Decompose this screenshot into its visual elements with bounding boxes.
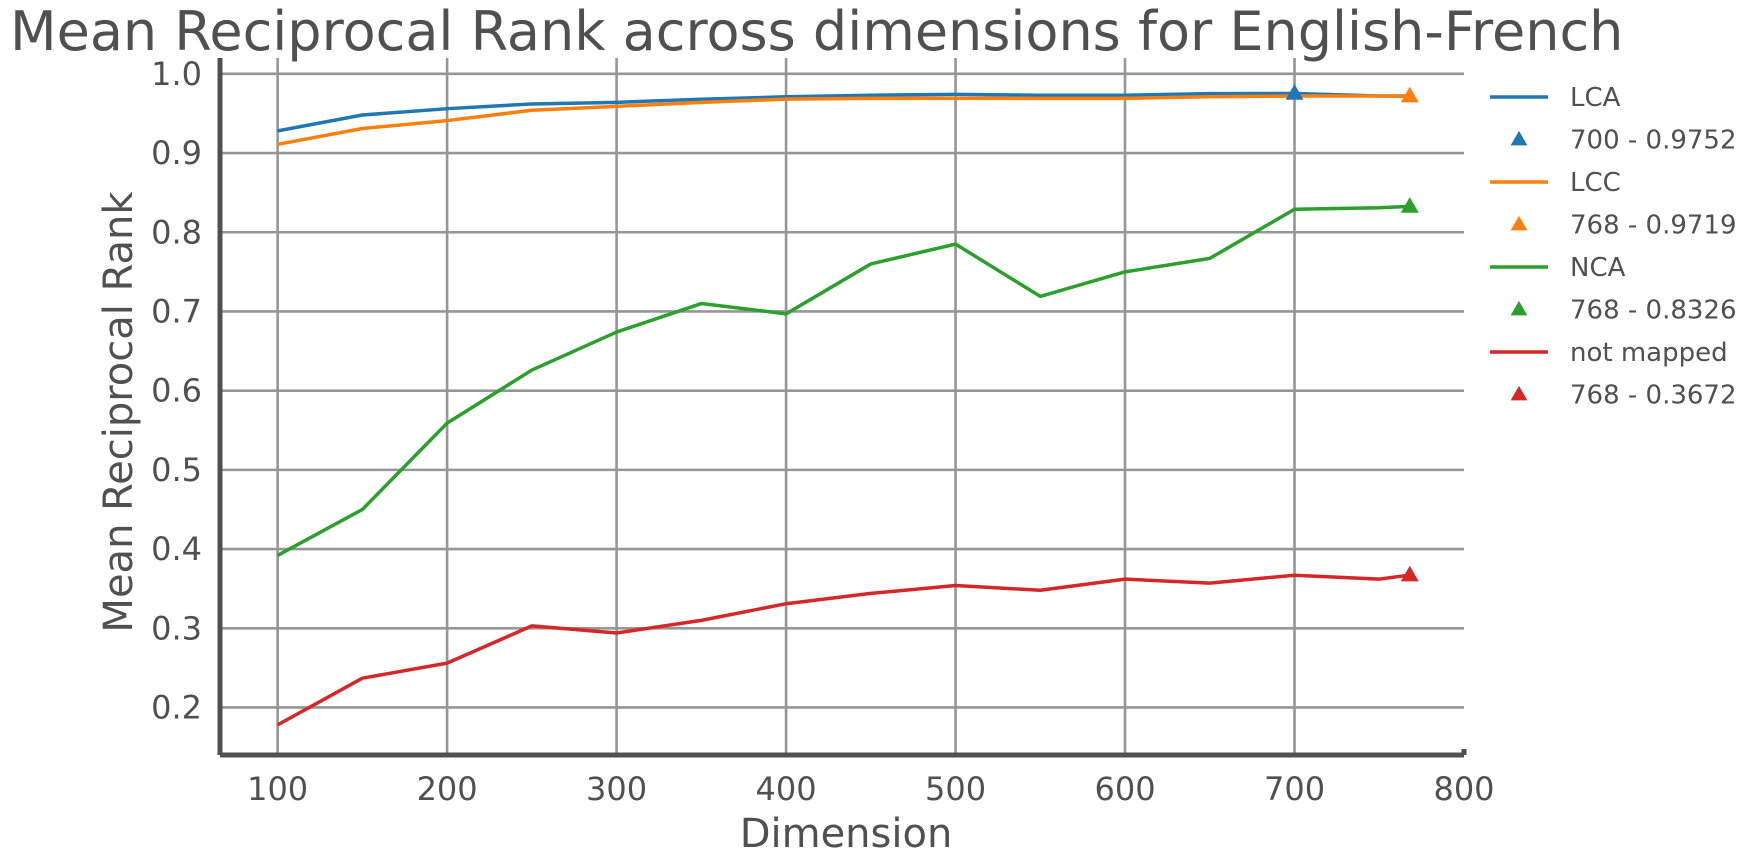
grid-lines	[220, 58, 1464, 755]
x-tick-label: 500	[925, 770, 986, 808]
y-axis-label: Mean Reciprocal Rank	[96, 191, 142, 633]
axes	[217, 58, 1467, 758]
y-tick-label: 1.0	[151, 55, 202, 93]
series-line-2	[276, 204, 1410, 557]
chart-title: Mean Reciprocal Rank across dimensions f…	[10, 0, 1623, 63]
series-line-1	[277, 94, 1410, 147]
legend-label-2: NCA	[1570, 253, 1626, 283]
legend-marker-label-1: 768 - 0.9719	[1570, 211, 1737, 241]
legend-marker-3	[1510, 385, 1528, 401]
legend-label-1: LCC	[1570, 168, 1621, 198]
y-tick-label: 0.6	[151, 372, 202, 410]
legend-marker-label-2: 768 - 0.8326	[1570, 296, 1737, 326]
x-tick-label: 300	[586, 770, 647, 808]
y-tick-label: 0.4	[151, 530, 202, 568]
y-tick-label: 0.2	[151, 688, 202, 726]
tick-labels: 100 200 300 400 500 600 700 800 0.2 0.3 0.4 0.5 0.6 0…	[151, 55, 1494, 808]
legend-marker-1	[1510, 215, 1528, 231]
y-tick-label: 0.5	[151, 451, 202, 489]
series-line-0	[277, 91, 1410, 133]
series-line-3	[276, 573, 1410, 727]
y-tick-label: 0.3	[151, 609, 202, 647]
x-tick-label: 800	[1433, 770, 1494, 808]
y-tick-label: 0.8	[151, 213, 202, 251]
x-axis-label: Dimension	[740, 811, 953, 857]
legend-marker-label-0: 700 - 0.9752	[1570, 126, 1737, 156]
x-tick-label: 200	[417, 770, 478, 808]
series-marker-2	[1400, 197, 1419, 213]
legend-marker-0	[1510, 130, 1528, 146]
series-marker-3	[1400, 565, 1419, 582]
series-marker-1	[1400, 86, 1419, 103]
series-lines	[276, 91, 1410, 727]
series-marker-0	[1285, 84, 1304, 100]
legend-marker-label-3: 768 - 0.3672	[1570, 381, 1737, 411]
y-tick-label: 0.9	[151, 134, 202, 172]
legend-marker-2	[1510, 300, 1528, 316]
y-tick-label: 0.7	[151, 292, 202, 330]
x-tick-label: 100	[247, 770, 308, 808]
series-markers	[1285, 84, 1419, 582]
legend-label-3: not mapped	[1570, 338, 1728, 368]
x-tick-label: 400	[756, 770, 817, 808]
x-tick-label: 600	[1094, 770, 1155, 808]
legend: LCA 700 - 0.9752 LCC 768 - 0.9719 NCA 768 - 0…	[1490, 83, 1737, 411]
x-tick-label: 700	[1264, 770, 1325, 808]
legend-label-0: LCA	[1570, 83, 1621, 113]
